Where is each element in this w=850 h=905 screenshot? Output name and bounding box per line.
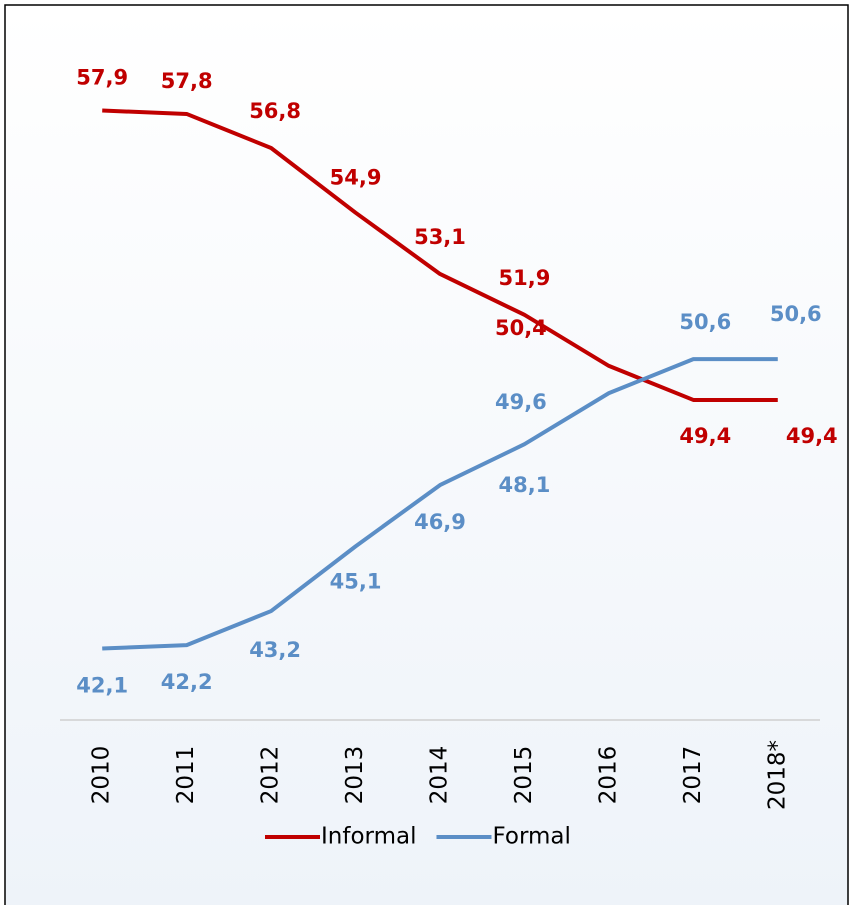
legend-label: Informal: [321, 824, 416, 850]
x-tick-label: 2016: [595, 746, 621, 805]
data-label: 57,8: [161, 69, 213, 93]
x-tick-label: 2011: [173, 746, 199, 805]
data-label: 50,6: [679, 310, 731, 334]
data-label: 54,9: [330, 166, 382, 190]
series-line: [102, 108, 778, 402]
data-label: 50,6: [770, 302, 822, 326]
x-tick-label: 2018*: [764, 740, 790, 810]
x-tick-label: 2012: [258, 746, 284, 805]
data-label: 51,9: [499, 266, 551, 290]
chart-frame: [4, 4, 849, 905]
data-label: 43,2: [249, 638, 301, 662]
x-tick-label: 2017: [680, 746, 706, 805]
data-label: 57,9: [76, 66, 128, 90]
data-label: 49,4: [679, 424, 731, 448]
x-tick-label: 2015: [511, 746, 537, 805]
data-label: 56,8: [249, 99, 301, 123]
data-label: 46,9: [414, 510, 466, 534]
data-label: 48,1: [499, 473, 551, 497]
x-tick-label: 2014: [427, 746, 453, 805]
data-label: 49,4: [786, 424, 838, 448]
data-label: 50,4: [495, 316, 547, 340]
legend-label: Formal: [492, 824, 570, 850]
x-tick-label: 2013: [342, 746, 368, 805]
data-label: 42,1: [76, 674, 128, 698]
data-label: 45,1: [330, 569, 382, 593]
series-line: [102, 357, 778, 651]
data-label: 49,6: [495, 390, 547, 414]
data-label: 42,2: [161, 670, 213, 694]
x-tick-label: 2010: [89, 746, 115, 805]
data-label: 53,1: [414, 225, 466, 249]
